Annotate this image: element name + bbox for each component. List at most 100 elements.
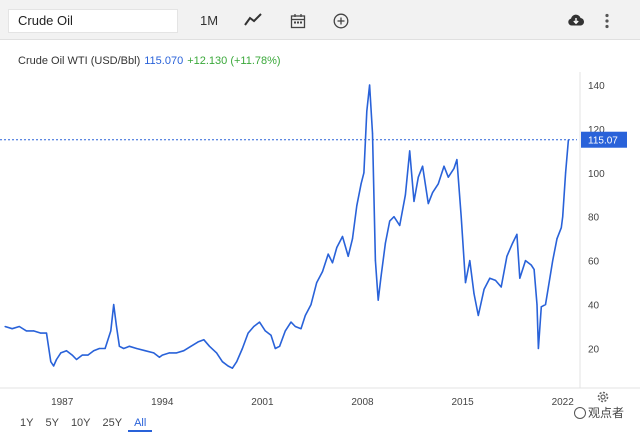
more-vertical-icon[interactable] [594, 8, 620, 34]
range-button-5y[interactable]: 5Y [45, 417, 59, 429]
y-tick-label: 40 [588, 301, 600, 312]
data-point [377, 299, 379, 301]
calendar-icon[interactable] [285, 8, 311, 34]
data-point [118, 345, 120, 347]
settings-gear-icon[interactable] [596, 390, 610, 404]
data-point [158, 356, 161, 358]
data-point [327, 253, 329, 255]
data-point [304, 314, 306, 317]
data-point [389, 220, 391, 222]
data-point [512, 242, 514, 244]
data-point [516, 233, 518, 235]
data-point [399, 224, 401, 227]
y-tick-label: 100 [588, 169, 605, 180]
data-point [477, 314, 479, 317]
range-button-all[interactable]: All [128, 414, 153, 432]
range-selector: 1Y 5Y 10Y 25Y All [14, 414, 153, 432]
data-point [264, 330, 266, 332]
data-point [123, 347, 125, 350]
data-point [231, 367, 233, 369]
data-point [135, 347, 138, 350]
data-point [18, 325, 20, 328]
range-button-1y[interactable]: 1Y [20, 417, 34, 429]
data-point [247, 332, 249, 334]
data-point [384, 242, 386, 244]
add-compare-icon[interactable] [328, 8, 354, 34]
data-point [489, 277, 491, 279]
data-point [221, 361, 223, 363]
last-price-tag-label: 115.07 [588, 136, 618, 147]
data-point [110, 330, 112, 332]
data-point [115, 325, 118, 328]
data-point [483, 288, 485, 290]
range-button-10y[interactable]: 10Y [70, 417, 91, 429]
data-point [393, 216, 395, 218]
data-point [413, 200, 415, 202]
data-point [494, 279, 497, 282]
data-point [427, 202, 429, 205]
data-point [336, 246, 338, 249]
x-tick-label: 2001 [251, 397, 274, 408]
data-point [197, 341, 199, 343]
data-point [60, 352, 62, 354]
data-point [447, 176, 449, 178]
data-point [161, 354, 163, 356]
data-point [71, 354, 73, 356]
data-point [93, 350, 95, 352]
data-point [65, 350, 68, 352]
data-point [50, 361, 52, 363]
data-point [547, 286, 550, 288]
x-tick-label: 1987 [51, 397, 74, 408]
data-point [270, 334, 272, 336]
data-point [556, 238, 558, 240]
x-tick-label: 2008 [351, 397, 374, 408]
period-selector-button[interactable]: 1M [199, 13, 219, 28]
data-point [98, 347, 100, 350]
data-point [544, 303, 547, 306]
data-point [363, 172, 365, 174]
y-tick-label: 80 [588, 213, 600, 224]
data-point [168, 352, 171, 354]
x-tick-label: 1994 [151, 397, 174, 408]
data-point [537, 347, 539, 350]
watermark-logo-icon [574, 407, 586, 419]
data-point [540, 306, 542, 308]
data-point [258, 321, 261, 323]
data-point [190, 345, 192, 347]
instrument-name: Crude Oil WTI (USD/Bbl) [18, 55, 141, 67]
data-point [227, 365, 229, 367]
data-point [562, 216, 564, 218]
data-point [469, 260, 471, 262]
data-point [369, 84, 371, 86]
y-tick-label: 20 [588, 344, 600, 355]
data-point [460, 216, 462, 218]
data-point [294, 325, 296, 328]
data-point [351, 238, 354, 240]
data-point [374, 260, 376, 262]
data-point [456, 159, 458, 161]
data-point [45, 332, 48, 334]
last-price: 115.070 [144, 55, 184, 67]
data-point [176, 352, 178, 354]
line-chart-icon[interactable] [240, 8, 266, 34]
data-point [453, 167, 455, 170]
data-point [278, 345, 281, 347]
symbol-search-input[interactable]: Crude Oil [8, 9, 178, 33]
data-point [371, 132, 374, 134]
data-point [216, 352, 218, 354]
data-point [153, 352, 155, 354]
data-point [113, 303, 115, 306]
data-point [104, 347, 106, 350]
data-point [4, 325, 6, 328]
data-point [40, 332, 42, 334]
watermark-text: 观点者 [588, 406, 625, 420]
price-chart[interactable]: 20 40 60 80 100 120 140 1987 1994 2001 2008 2015 202… [0, 72, 640, 412]
data-point [347, 255, 349, 257]
data-point [380, 275, 382, 277]
range-button-25y[interactable]: 25Y [102, 417, 123, 429]
data-point [128, 345, 131, 347]
data-point [437, 183, 439, 185]
download-icon[interactable] [563, 8, 589, 34]
data-point [253, 325, 255, 328]
